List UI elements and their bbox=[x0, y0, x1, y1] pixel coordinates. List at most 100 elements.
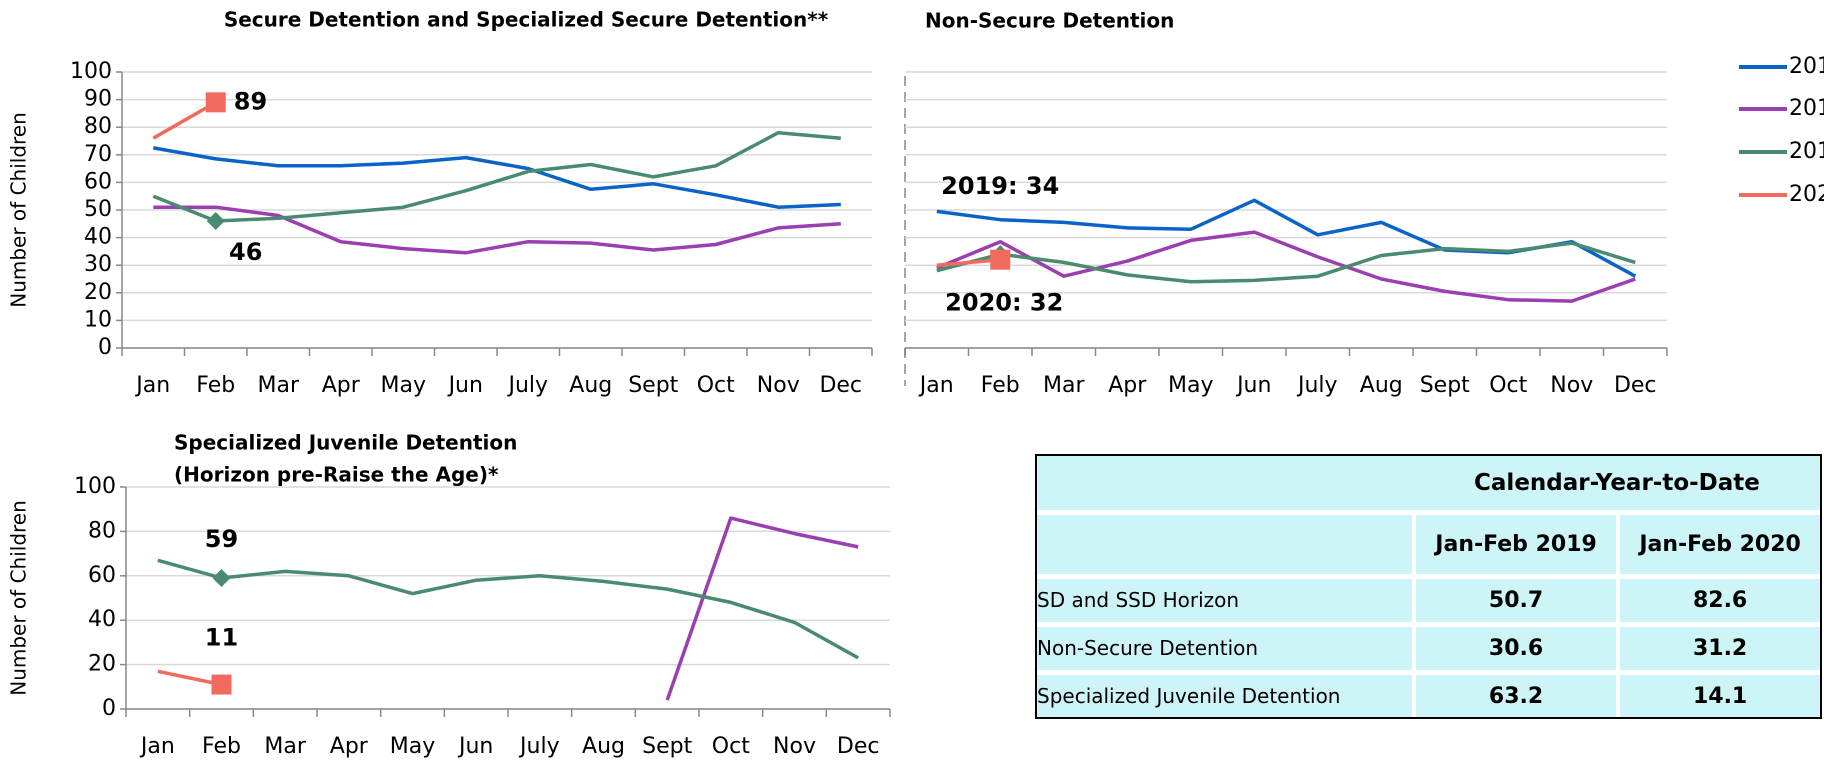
blank-cell bbox=[1037, 456, 1414, 515]
table: Calendar-Year-to-Date Jan-Feb 2019 Jan-F… bbox=[1037, 456, 1820, 717]
y-tick-label: 100 bbox=[74, 474, 116, 499]
legend-label: 2018 bbox=[1789, 96, 1824, 121]
cell: 63.2 bbox=[1411, 672, 1619, 717]
x-tick-label: Jan bbox=[134, 373, 170, 398]
point-marker bbox=[990, 249, 1011, 270]
series-line bbox=[936, 257, 1001, 267]
x-tick-label: Sept bbox=[628, 373, 678, 398]
legend-label: 2020 bbox=[1789, 182, 1824, 207]
x-tick-label: Jun bbox=[447, 373, 483, 398]
series-line bbox=[153, 205, 841, 255]
x-tick-label: Aug bbox=[582, 734, 625, 759]
x-tick-label: Aug bbox=[569, 373, 612, 398]
y-tick-label: 30 bbox=[84, 252, 112, 277]
x-tick-label: Oct bbox=[1489, 373, 1527, 398]
x-tick-label: Jan bbox=[139, 734, 175, 759]
column-header: Jan-Feb 2019 bbox=[1411, 512, 1619, 579]
x-tick-label: July bbox=[518, 734, 560, 759]
x-tick-label: Nov bbox=[773, 734, 816, 759]
x-tick-label: Aug bbox=[1360, 373, 1403, 398]
chart-title: Specialized Juvenile Detention bbox=[174, 431, 517, 455]
blank-cell bbox=[1037, 512, 1416, 579]
y-tick-label: 70 bbox=[84, 142, 112, 167]
series-line bbox=[936, 230, 1636, 303]
x-tick-label: Apr bbox=[330, 734, 369, 759]
y-tick-label: 40 bbox=[84, 225, 112, 250]
series-line bbox=[152, 146, 841, 209]
y-axis-label: Number of Children bbox=[7, 500, 31, 696]
x-tick-label: July bbox=[506, 373, 548, 398]
y-tick-label: 50 bbox=[84, 197, 112, 222]
x-tick-label: Oct bbox=[697, 373, 735, 398]
y-tick-label: 20 bbox=[88, 652, 116, 677]
series-line bbox=[152, 130, 841, 223]
y-tick-label: 100 bbox=[70, 59, 112, 84]
y-axis-label: Number of Children bbox=[7, 112, 31, 308]
x-tick-label: May bbox=[390, 734, 435, 759]
x-tick-label: Mar bbox=[1043, 373, 1085, 398]
x-tick-label: Nov bbox=[1550, 373, 1593, 398]
x-tick-label: Mar bbox=[257, 373, 299, 398]
summary-table: Calendar-Year-to-Date Jan-Feb 2019 Jan-F… bbox=[1035, 454, 1822, 719]
cell: 82.6 bbox=[1616, 576, 1820, 627]
x-tick-label: Mar bbox=[264, 734, 306, 759]
x-tick-label: Sept bbox=[642, 734, 692, 759]
x-tick-label: Jun bbox=[1235, 373, 1271, 398]
y-tick-label: 90 bbox=[84, 87, 112, 112]
series-line bbox=[157, 669, 222, 687]
y-tick-label: 40 bbox=[88, 607, 116, 632]
y-tick-label: 60 bbox=[88, 563, 116, 588]
table-title: Calendar-Year-to-Date bbox=[1413, 456, 1820, 515]
series-line bbox=[936, 241, 1636, 284]
x-tick-label: Apr bbox=[1108, 373, 1147, 398]
column-header: Jan-Feb 2020 bbox=[1616, 512, 1820, 579]
x-tick-label: Dec bbox=[837, 734, 880, 759]
y-tick-label: 10 bbox=[84, 307, 112, 332]
chart-title: Secure Detention and Specialized Secure … bbox=[224, 8, 829, 32]
series-line bbox=[157, 558, 860, 660]
value-label: 46 bbox=[229, 238, 262, 266]
x-tick-label: Dec bbox=[1614, 373, 1657, 398]
value-label: 89 bbox=[234, 87, 267, 115]
legend-label: 2019 bbox=[1789, 139, 1824, 164]
y-tick-label: 80 bbox=[84, 114, 112, 139]
y-tick-label: 0 bbox=[102, 696, 116, 721]
series-line bbox=[152, 100, 217, 140]
cell: 14.1 bbox=[1616, 672, 1820, 717]
x-tick-label: Apr bbox=[322, 373, 361, 398]
x-tick-label: Nov bbox=[757, 373, 800, 398]
x-tick-label: May bbox=[1168, 373, 1213, 398]
y-tick-label: 80 bbox=[88, 518, 116, 543]
x-tick-label: Feb bbox=[981, 373, 1020, 398]
row-label: SD and SSD Horizon bbox=[1037, 576, 1414, 627]
y-tick-label: 20 bbox=[84, 280, 112, 305]
x-tick-label: May bbox=[381, 373, 426, 398]
x-tick-label: Feb bbox=[202, 734, 241, 759]
point-marker bbox=[205, 92, 226, 113]
y-tick-label: 0 bbox=[98, 335, 112, 360]
value-label: 11 bbox=[205, 624, 238, 652]
point-marker bbox=[206, 212, 225, 231]
x-tick-label: Sept bbox=[1420, 373, 1470, 398]
x-tick-label: Dec bbox=[819, 373, 862, 398]
row-label: Specialized Juvenile Detention bbox=[1037, 684, 1341, 709]
point-marker bbox=[212, 569, 231, 588]
series-line bbox=[665, 516, 859, 701]
cell: 30.6 bbox=[1411, 624, 1619, 676]
cell: 31.2 bbox=[1616, 624, 1820, 676]
chart-title: Non-Secure Detention bbox=[925, 9, 1174, 33]
chart-title: (Horizon pre-Raise the Age)* bbox=[174, 463, 499, 487]
x-tick-label: Feb bbox=[196, 373, 235, 398]
y-tick-label: 60 bbox=[84, 169, 112, 194]
legend-label: 2017 bbox=[1789, 54, 1824, 79]
value-label: 2019: 34 bbox=[941, 172, 1059, 200]
x-tick-label: Jun bbox=[457, 734, 493, 759]
value-label: 59 bbox=[205, 525, 238, 553]
value-label: 2020: 32 bbox=[945, 289, 1063, 317]
x-tick-label: Oct bbox=[712, 734, 750, 759]
point-marker bbox=[211, 674, 232, 695]
x-tick-label: Jan bbox=[918, 373, 954, 398]
row-label: Non-Secure Detention bbox=[1037, 624, 1414, 676]
